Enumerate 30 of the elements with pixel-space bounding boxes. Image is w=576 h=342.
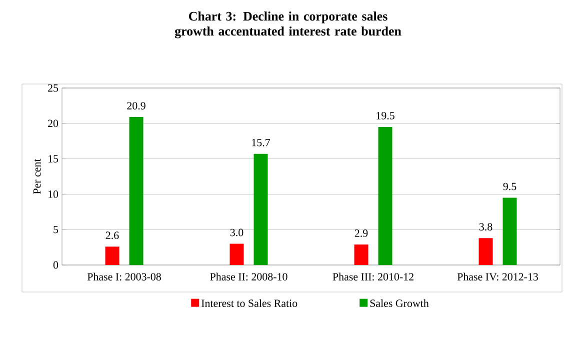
x-tick-label: Phase I: 2003-08 (87, 272, 161, 281)
bar (378, 126, 392, 265)
chart-title: Chart 3: Decline in corporate sales growth accentuated interest rate burden (174, 12, 402, 38)
bar (354, 244, 368, 265)
bar (254, 154, 268, 265)
data-label: 15.7 (252, 138, 270, 146)
bar (478, 238, 493, 265)
bar (230, 244, 244, 265)
bar (129, 117, 144, 265)
data-label: 2.6 (106, 232, 119, 240)
data-label: 19.5 (376, 112, 394, 120)
y-tick-label: 15 (48, 155, 58, 162)
y-tick-label: 5 (54, 226, 58, 234)
x-tick-label: Phase IV: 2012-13 (457, 272, 538, 281)
bar (105, 246, 120, 265)
bar (502, 198, 517, 265)
data-label: 9.5 (503, 182, 516, 190)
x-tick-label: Phase III: 2010-12 (332, 272, 414, 281)
data-label: 3.0 (230, 228, 244, 236)
y-tick-label: 10 (48, 190, 58, 198)
legend-label: Interest to Sales Ratio (201, 299, 298, 307)
y-tick-label: 25 (48, 84, 58, 92)
y-tick-label: 20 (48, 120, 58, 128)
y-axis-title: Per cent (33, 158, 41, 194)
data-label: 3.8 (479, 223, 492, 231)
y-tick-label: 0 (53, 261, 58, 269)
data-label: 2.9 (354, 230, 368, 237)
x-tick-label: Phase II: 2008-10 (210, 272, 288, 281)
legend-label: Sales Growth (370, 299, 429, 307)
data-label: 20.9 (127, 102, 146, 110)
